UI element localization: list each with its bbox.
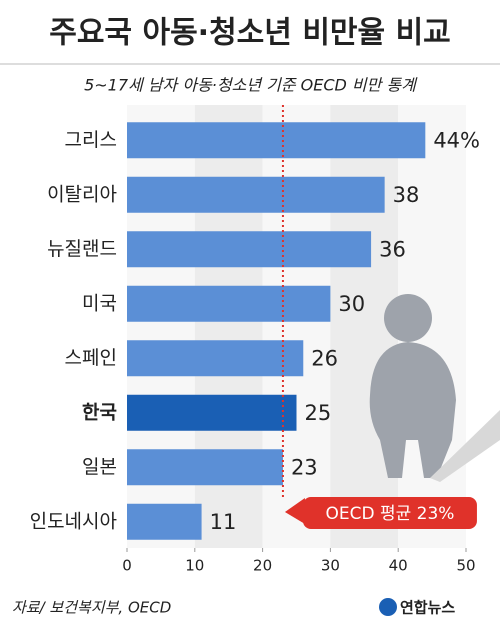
bar	[127, 394, 297, 431]
bar	[127, 231, 372, 268]
y-tick-label: 인도네시아	[30, 510, 117, 532]
callout-box	[302, 497, 477, 529]
bar	[127, 503, 202, 540]
logo-icon	[379, 598, 397, 616]
value-label: 44%	[433, 128, 480, 152]
bar	[127, 449, 283, 486]
chart-title: 주요국 아동·청소년 비만율 비교	[49, 16, 451, 51]
plot-area: 0 10 20 30 40 50 그리스 44% 이탈리아 38 뉴질랜드 36 미국 30 스페인 26 한국…	[30, 105, 480, 575]
value-label: 38	[393, 183, 420, 207]
x-tick-label: 50	[456, 557, 475, 575]
y-tick-label: 이탈리아	[47, 183, 117, 205]
value-label: 30	[338, 292, 365, 316]
reference-label: OECD 평균 23%	[325, 504, 454, 524]
y-tick-label: 한국	[82, 401, 117, 423]
bar	[127, 122, 426, 159]
chart-subtitle: 5~17세 남자 아동·청소년 기준 OECD 비만 통계	[84, 76, 418, 95]
y-tick-label: 뉴질랜드	[47, 238, 117, 260]
callout-box	[284, 498, 305, 524]
value-label: 26	[311, 346, 338, 370]
value-label: 36	[379, 237, 406, 261]
x-tick-label: 10	[185, 557, 204, 575]
bar	[127, 176, 385, 213]
y-tick-label: 스페인	[65, 347, 117, 369]
source: 자료/ 보건복지부, OECD	[12, 599, 171, 617]
value-label: 11	[210, 510, 237, 534]
x-tick-label: 0	[122, 557, 132, 575]
y-tick-label: 미국	[82, 292, 117, 314]
bar	[127, 285, 331, 322]
x-tick-label: 20	[253, 557, 272, 575]
value-label: 25	[305, 401, 332, 425]
y-tick-label: 그리스	[65, 129, 117, 151]
bar	[127, 340, 304, 377]
x-tick-label: 40	[389, 557, 408, 575]
silhouette	[369, 294, 500, 482]
value-label: 23	[291, 455, 318, 479]
x-tick-label: 30	[321, 557, 340, 575]
credit: 연합뉴스	[400, 599, 455, 617]
y-tick-label: 일본	[82, 456, 117, 478]
